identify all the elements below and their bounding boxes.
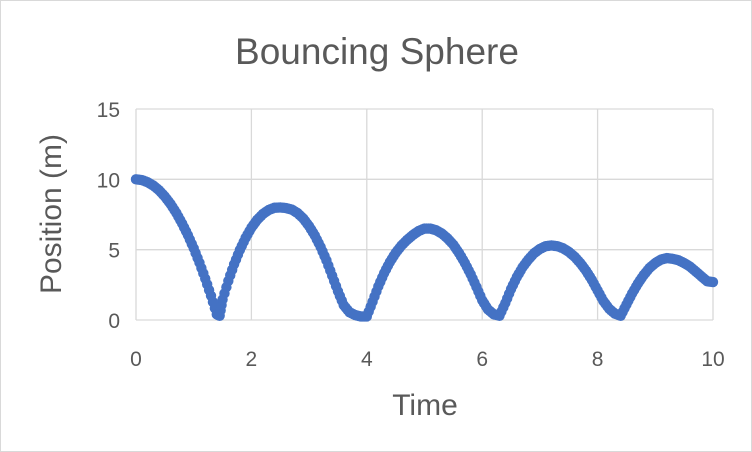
y-tick-label: 5 (108, 240, 120, 263)
y-tick-labels: 0 5 10 15 (97, 99, 120, 333)
x-tick-label: 2 (246, 348, 258, 371)
x-tick-label: 10 (701, 348, 724, 371)
data-points (130, 174, 719, 322)
x-axis-title: Time (392, 389, 458, 422)
data-point (707, 276, 719, 288)
x-tick-label: 8 (592, 348, 604, 371)
x-tick-label: 4 (361, 348, 373, 371)
chart-title: Bouncing Sphere (235, 31, 519, 72)
y-axis-title: Position (m) (35, 134, 68, 294)
y-tick-label: 15 (97, 99, 120, 122)
y-tick-label: 10 (97, 169, 120, 192)
y-tick-label: 0 (108, 310, 120, 333)
x-tick-label: 0 (130, 348, 142, 371)
x-tick-label: 6 (476, 348, 488, 371)
x-tick-labels: 0 2 4 6 8 10 (130, 348, 725, 371)
